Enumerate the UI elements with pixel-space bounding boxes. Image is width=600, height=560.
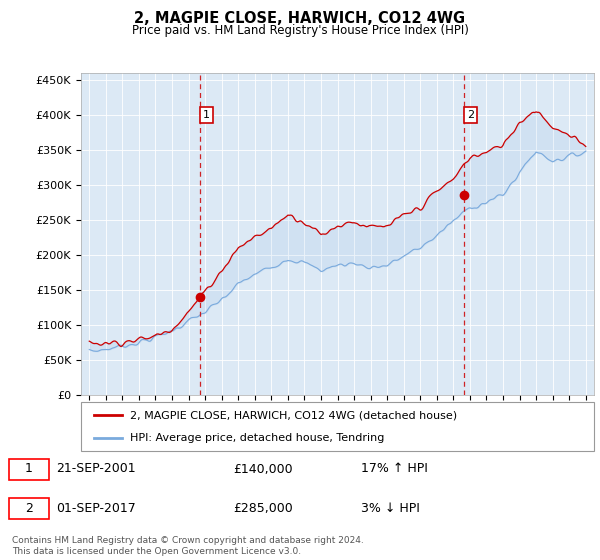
Text: 2: 2: [25, 502, 33, 515]
FancyBboxPatch shape: [81, 402, 594, 451]
Text: £285,000: £285,000: [233, 502, 293, 515]
FancyBboxPatch shape: [9, 459, 49, 479]
Text: 2: 2: [467, 110, 474, 120]
Text: 2, MAGPIE CLOSE, HARWICH, CO12 4WG: 2, MAGPIE CLOSE, HARWICH, CO12 4WG: [134, 11, 466, 26]
Text: 01-SEP-2017: 01-SEP-2017: [56, 502, 136, 515]
Text: Price paid vs. HM Land Registry's House Price Index (HPI): Price paid vs. HM Land Registry's House …: [131, 24, 469, 36]
Text: Contains HM Land Registry data © Crown copyright and database right 2024.
This d: Contains HM Land Registry data © Crown c…: [12, 536, 364, 556]
FancyBboxPatch shape: [9, 498, 49, 519]
Text: 17% ↑ HPI: 17% ↑ HPI: [361, 463, 428, 475]
Text: 2, MAGPIE CLOSE, HARWICH, CO12 4WG (detached house): 2, MAGPIE CLOSE, HARWICH, CO12 4WG (deta…: [130, 410, 457, 421]
Text: HPI: Average price, detached house, Tendring: HPI: Average price, detached house, Tend…: [130, 433, 384, 444]
Text: £140,000: £140,000: [233, 463, 293, 475]
Text: 1: 1: [203, 110, 210, 120]
Text: 1: 1: [25, 463, 33, 475]
Text: 3% ↓ HPI: 3% ↓ HPI: [361, 502, 420, 515]
Text: 21-SEP-2001: 21-SEP-2001: [56, 463, 135, 475]
